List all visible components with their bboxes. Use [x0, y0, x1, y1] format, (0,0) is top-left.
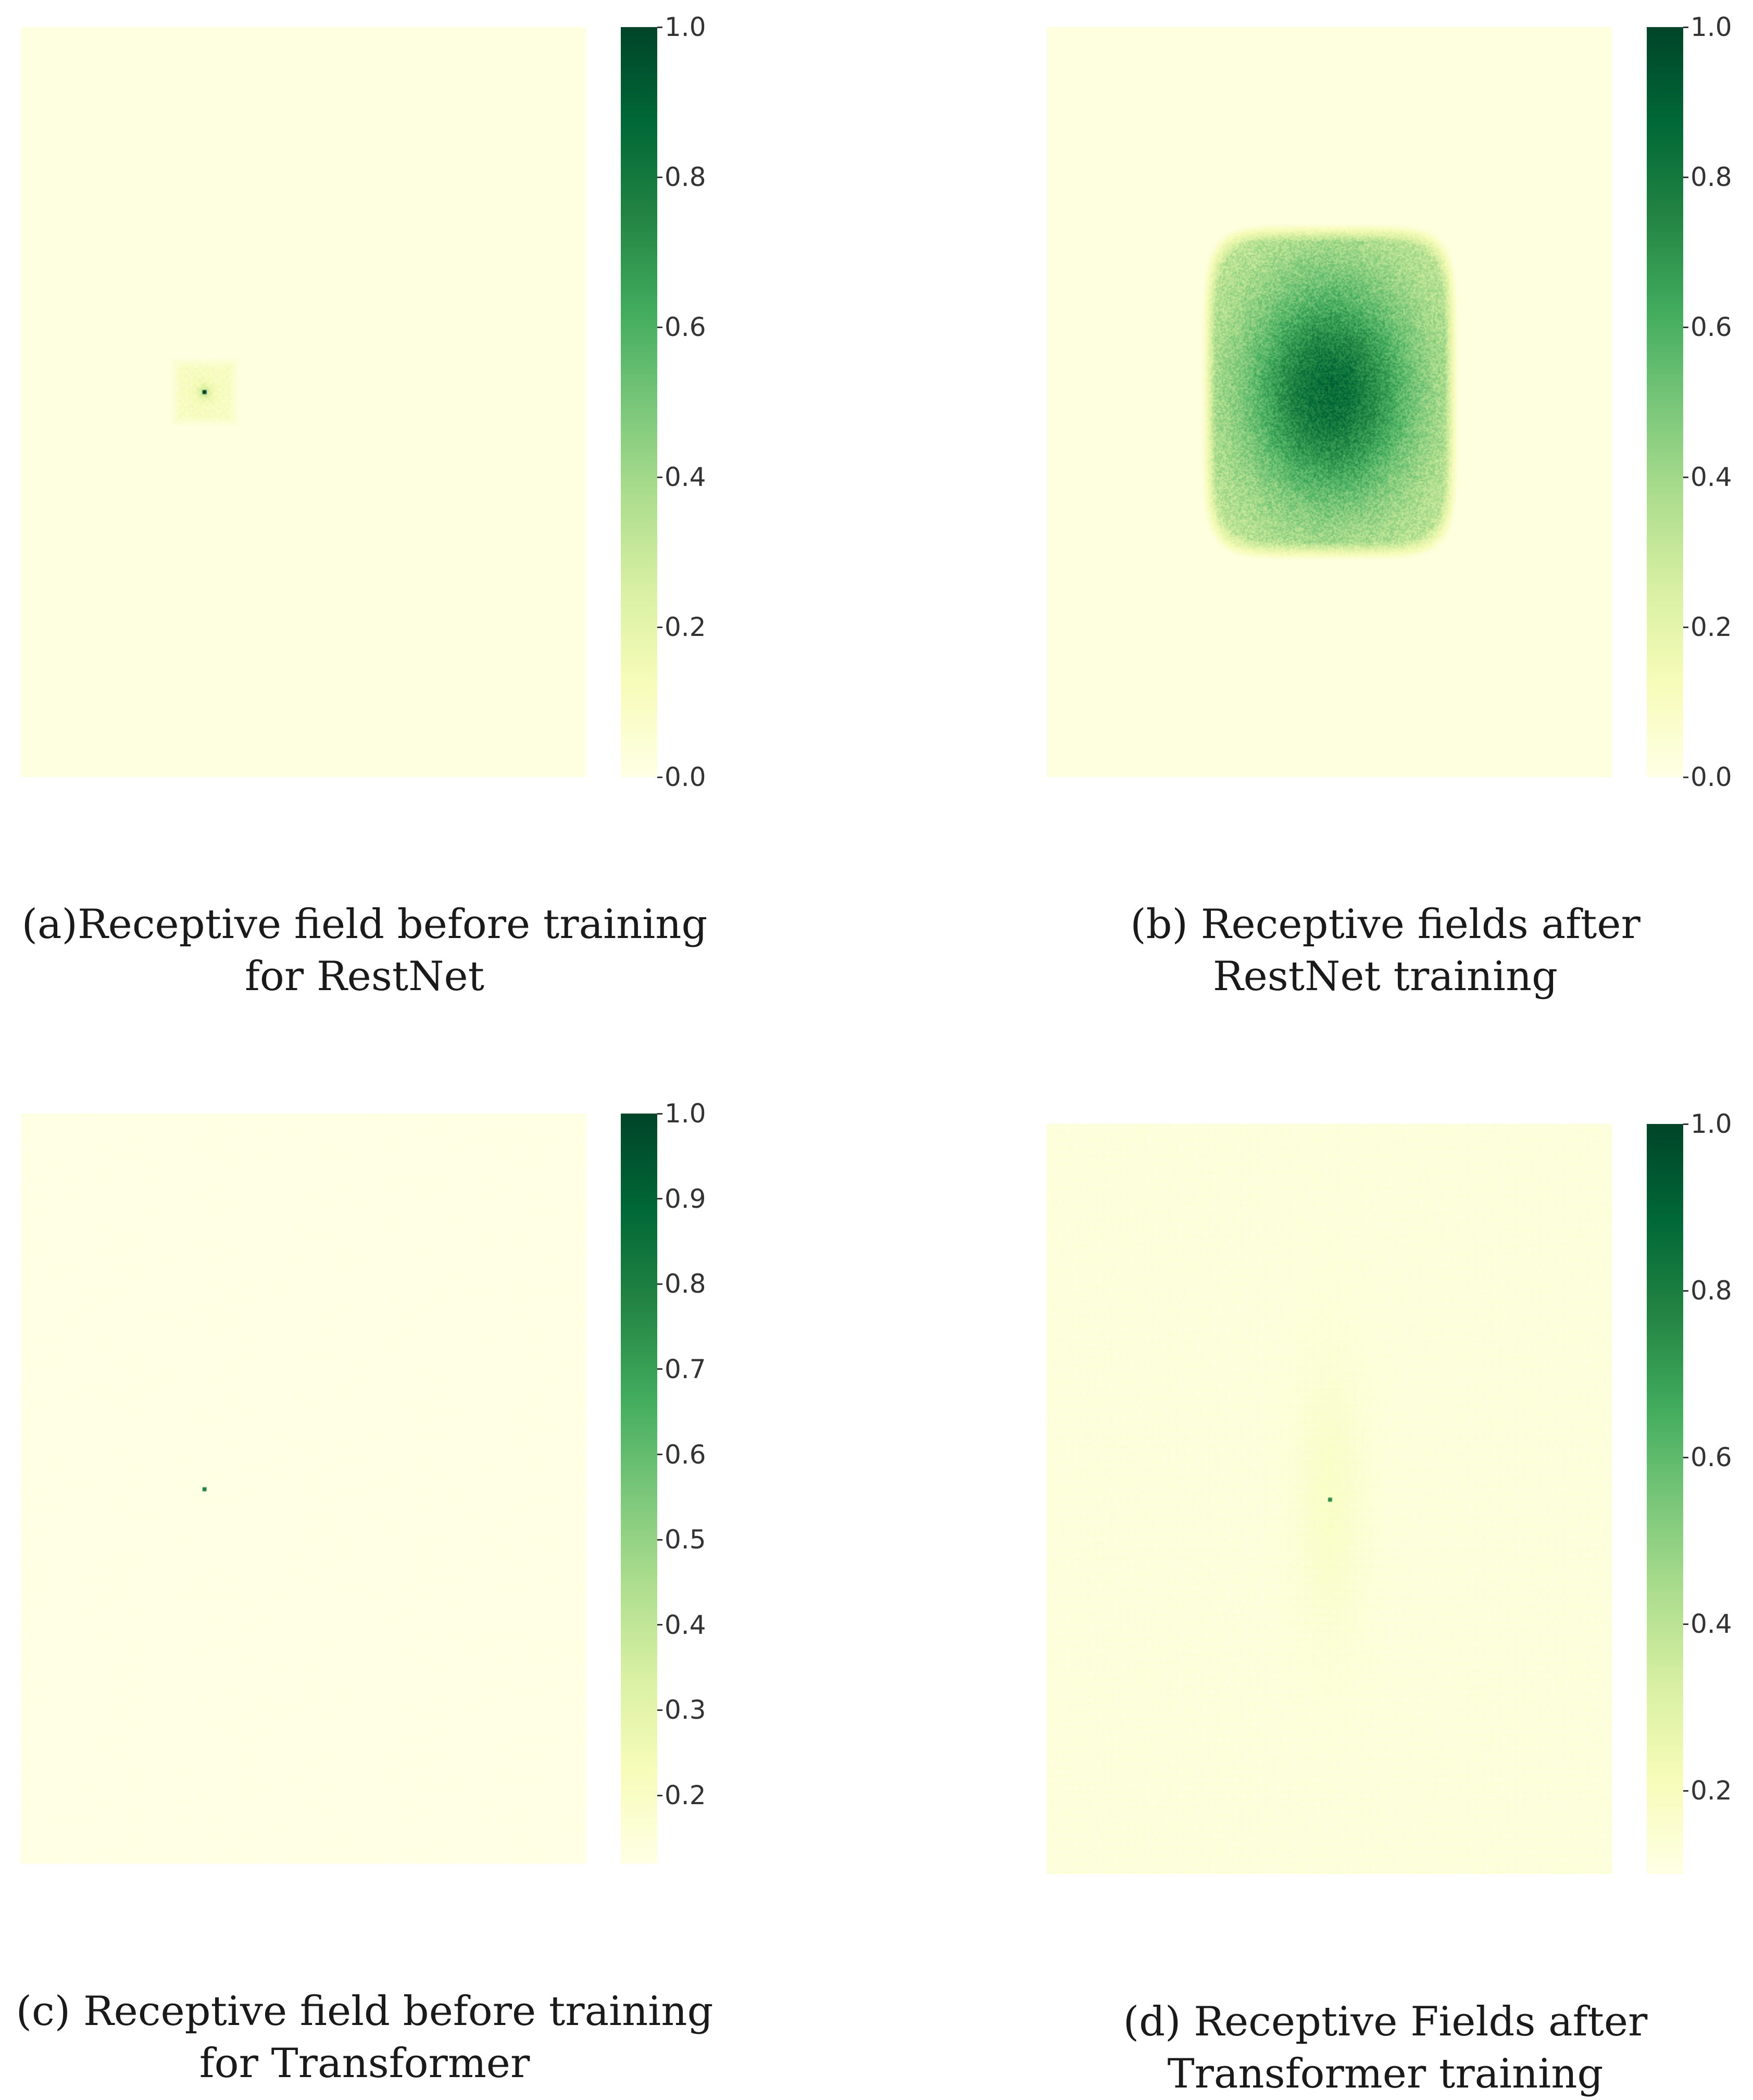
colorbar-tick-label: 0.8 [1691, 162, 1732, 192]
caption-b-line-2: RestNet training [1212, 953, 1558, 1000]
colorbar-tick-mark [657, 326, 662, 328]
colorbar-tick-mark [1683, 476, 1688, 478]
colorbar-tick-mark [657, 1368, 662, 1370]
colorbar-tick-label: 0.4 [1691, 1609, 1732, 1639]
colorbar-tick-mark [657, 776, 662, 778]
colorbar-b [1647, 27, 1683, 777]
colorbar-tick-label: 0.5 [665, 1524, 706, 1555]
colorbar-tick-label: 0.0 [665, 762, 706, 792]
colorbar-tick-label: 0.6 [1691, 312, 1732, 342]
caption-c-line-1: (c) Receptive field before training [16, 1988, 713, 2035]
colorbar-tick-mark [1683, 776, 1688, 778]
heatmap-a [21, 27, 586, 777]
colorbar-tick-mark [657, 26, 662, 28]
colorbar-tick-label: 0.2 [665, 612, 706, 642]
colorbar-tick-label: 0.2 [1691, 612, 1732, 642]
colorbar-tick-mark [1683, 1790, 1688, 1792]
caption-c-line-2: for Transformer [199, 2040, 530, 2087]
caption-a-line-2: for RestNet [245, 953, 484, 1000]
heatmap-d [1047, 1124, 1612, 1874]
colorbar-d [1647, 1124, 1683, 1874]
colorbar-tick-mark [657, 1709, 662, 1711]
caption-a: (a)Receptive field before training for R… [0, 898, 729, 1003]
colorbar-tick-label: 0.6 [665, 1439, 706, 1470]
colorbar-tick-mark [1683, 1623, 1688, 1625]
colorbar-tick-mark [657, 1539, 662, 1541]
colorbar-tick-label: 0.4 [665, 1609, 706, 1640]
colorbar-tick-label: 0.8 [1691, 1276, 1732, 1306]
colorbar-tick-label: 0.4 [665, 462, 706, 492]
colorbar-tick-mark [657, 1624, 662, 1626]
colorbar-tick-mark [1683, 1123, 1688, 1125]
colorbar-tick-label: 1.0 [665, 12, 706, 42]
colorbar-tick-mark [657, 1198, 662, 1200]
caption-b: (b) Receptive fields after RestNet train… [1021, 898, 1750, 1003]
caption-d: (d) Receptive Fields after Transformer t… [1021, 1996, 1750, 2100]
colorbar-tick-mark [657, 1454, 662, 1456]
colorbar-tick-mark [657, 626, 662, 628]
colorbar-tick-mark [1683, 326, 1688, 328]
colorbar-tick-label: 0.7 [665, 1354, 706, 1384]
colorbar-a [621, 27, 657, 777]
heatmap-c [21, 1114, 586, 1864]
colorbar-tick-mark [657, 1283, 662, 1285]
caption-c: (c) Receptive field before training for … [0, 1985, 729, 2090]
colorbar-tick-mark [1683, 1290, 1688, 1292]
colorbar-tick-mark [657, 1112, 662, 1115]
colorbar-tick-label: 0.4 [1691, 462, 1732, 492]
heatmap-b [1047, 27, 1612, 777]
caption-d-line-2: Transformer training [1167, 2051, 1604, 2097]
colorbar-tick-label: 0.2 [665, 1780, 706, 1811]
colorbar-tick-label: 0.9 [665, 1183, 706, 1214]
colorbar-c [621, 1114, 657, 1864]
colorbar-tick-label: 0.2 [1691, 1776, 1732, 1806]
colorbar-tick-mark [657, 476, 662, 478]
colorbar-tick-label: 1.0 [1691, 12, 1732, 42]
caption-a-line-1: (a)Receptive field before training [21, 901, 708, 948]
caption-b-line-1: (b) Receptive fields after [1130, 901, 1641, 948]
colorbar-tick-mark [1683, 1456, 1688, 1458]
colorbar-tick-label: 0.6 [1691, 1442, 1732, 1472]
caption-d-line-1: (d) Receptive Fields after [1123, 1998, 1648, 2045]
colorbar-tick-label: 1.0 [665, 1098, 706, 1129]
colorbar-tick-mark [657, 176, 662, 178]
colorbar-tick-mark [657, 1794, 662, 1796]
colorbar-tick-mark [1683, 626, 1688, 628]
colorbar-tick-label: 0.8 [665, 162, 706, 192]
colorbar-tick-mark [1683, 26, 1688, 28]
colorbar-tick-label: 0.8 [665, 1269, 706, 1299]
colorbar-tick-label: 1.0 [1691, 1109, 1732, 1139]
colorbar-tick-mark [1683, 176, 1688, 178]
colorbar-tick-label: 0.3 [665, 1695, 706, 1726]
colorbar-tick-label: 0.6 [665, 312, 706, 342]
colorbar-tick-label: 0.0 [1691, 762, 1732, 792]
